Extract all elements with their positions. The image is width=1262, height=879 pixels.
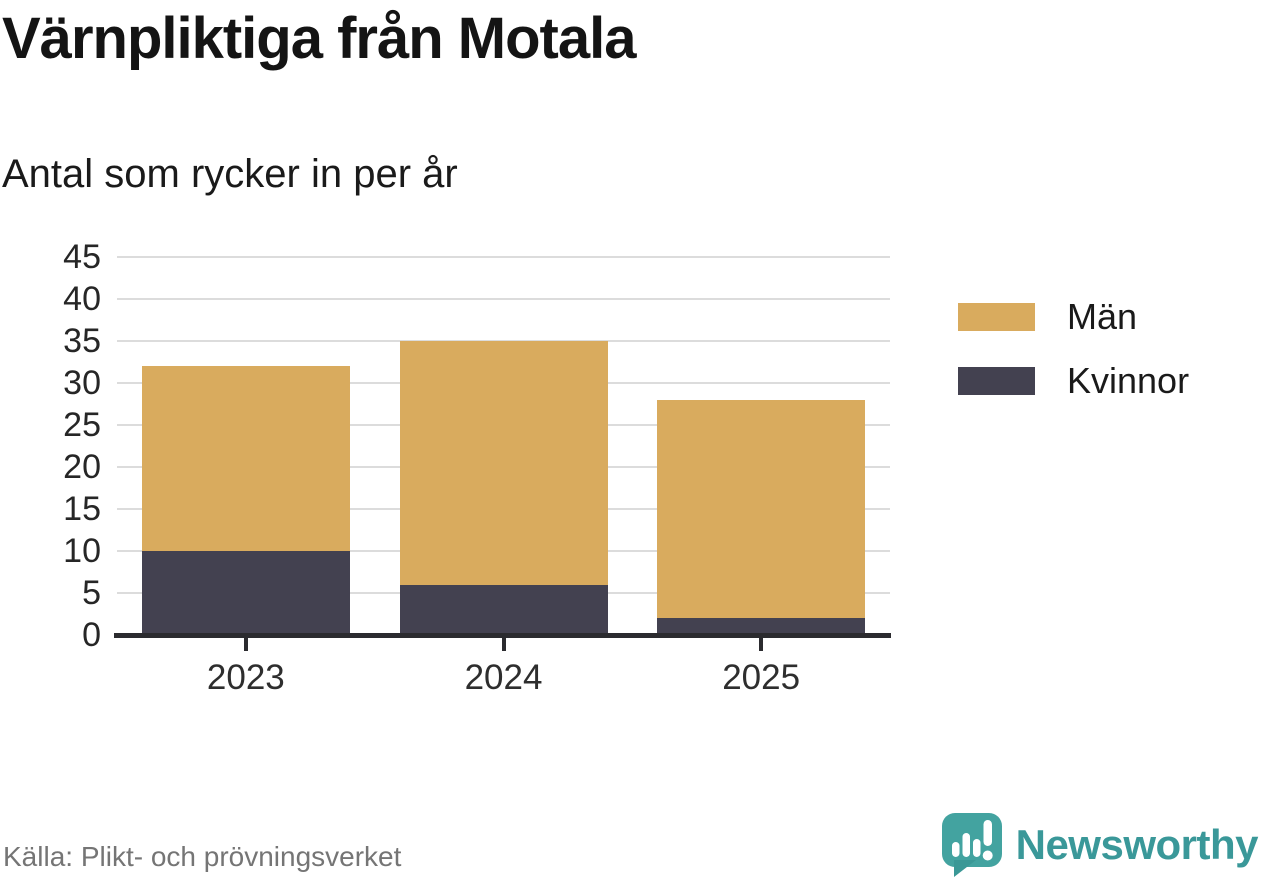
- grid-line-45: [117, 256, 890, 258]
- legend: Män Kvinnor: [958, 299, 1189, 427]
- y-tick-label-20: 20: [63, 448, 101, 486]
- y-tick-label-45: 45: [63, 238, 101, 276]
- newsworthy-logo-icon: [941, 813, 1002, 877]
- bar-segment-män-2025: [657, 399, 866, 619]
- y-tick-label-15: 15: [63, 490, 101, 528]
- bar-segment-kvinnor-2023: [141, 551, 350, 635]
- y-tick-label-25: 25: [63, 406, 101, 444]
- legend-swatch-kvinnor: [958, 367, 1035, 395]
- x-tick-label-2023: 2023: [206, 658, 285, 697]
- bar-segment-män-2024: [399, 341, 608, 585]
- x-tick-2023: [243, 638, 248, 651]
- x-tick-2025: [759, 638, 764, 651]
- chart-title: Värnpliktiga från Motala: [2, 6, 636, 71]
- chart-subtitle: Antal som rycker in per år: [2, 152, 458, 196]
- legend-label-kvinnor: Kvinnor: [1067, 360, 1190, 401]
- brand-name: Newsworthy: [1015, 821, 1259, 868]
- legend-swatch-män: [958, 303, 1035, 331]
- x-tick-2024: [501, 638, 506, 651]
- brand-lockup: Newsworthy: [940, 812, 1259, 878]
- legend-label-män: Män: [1067, 296, 1138, 337]
- y-tick-label-10: 10: [63, 532, 101, 570]
- source-note: Källa: Plikt- och prövningsverket: [3, 841, 402, 872]
- y-tick-label-30: 30: [63, 364, 101, 402]
- x-tick-label-2025: 2025: [722, 658, 801, 697]
- x-axis-line: [114, 633, 891, 638]
- y-tick-label-35: 35: [63, 322, 101, 360]
- y-tick-label-0: 0: [82, 616, 101, 654]
- y-tick-label-5: 5: [82, 574, 101, 612]
- legend-item-män: Män: [958, 299, 1189, 335]
- y-tick-label-40: 40: [63, 280, 101, 318]
- bar-segment-kvinnor-2024: [399, 584, 608, 635]
- plot-area: 0 5 10 15 20 25 30 35 40 45 2023 2024 2025: [63, 240, 891, 697]
- bar-segment-kvinnor-2025: [657, 618, 866, 635]
- grid-line-40: [117, 298, 890, 300]
- bar-segment-män-2023: [141, 366, 350, 551]
- legend-item-kvinnor: Kvinnor: [958, 363, 1189, 399]
- x-tick-label-2024: 2024: [464, 658, 543, 697]
